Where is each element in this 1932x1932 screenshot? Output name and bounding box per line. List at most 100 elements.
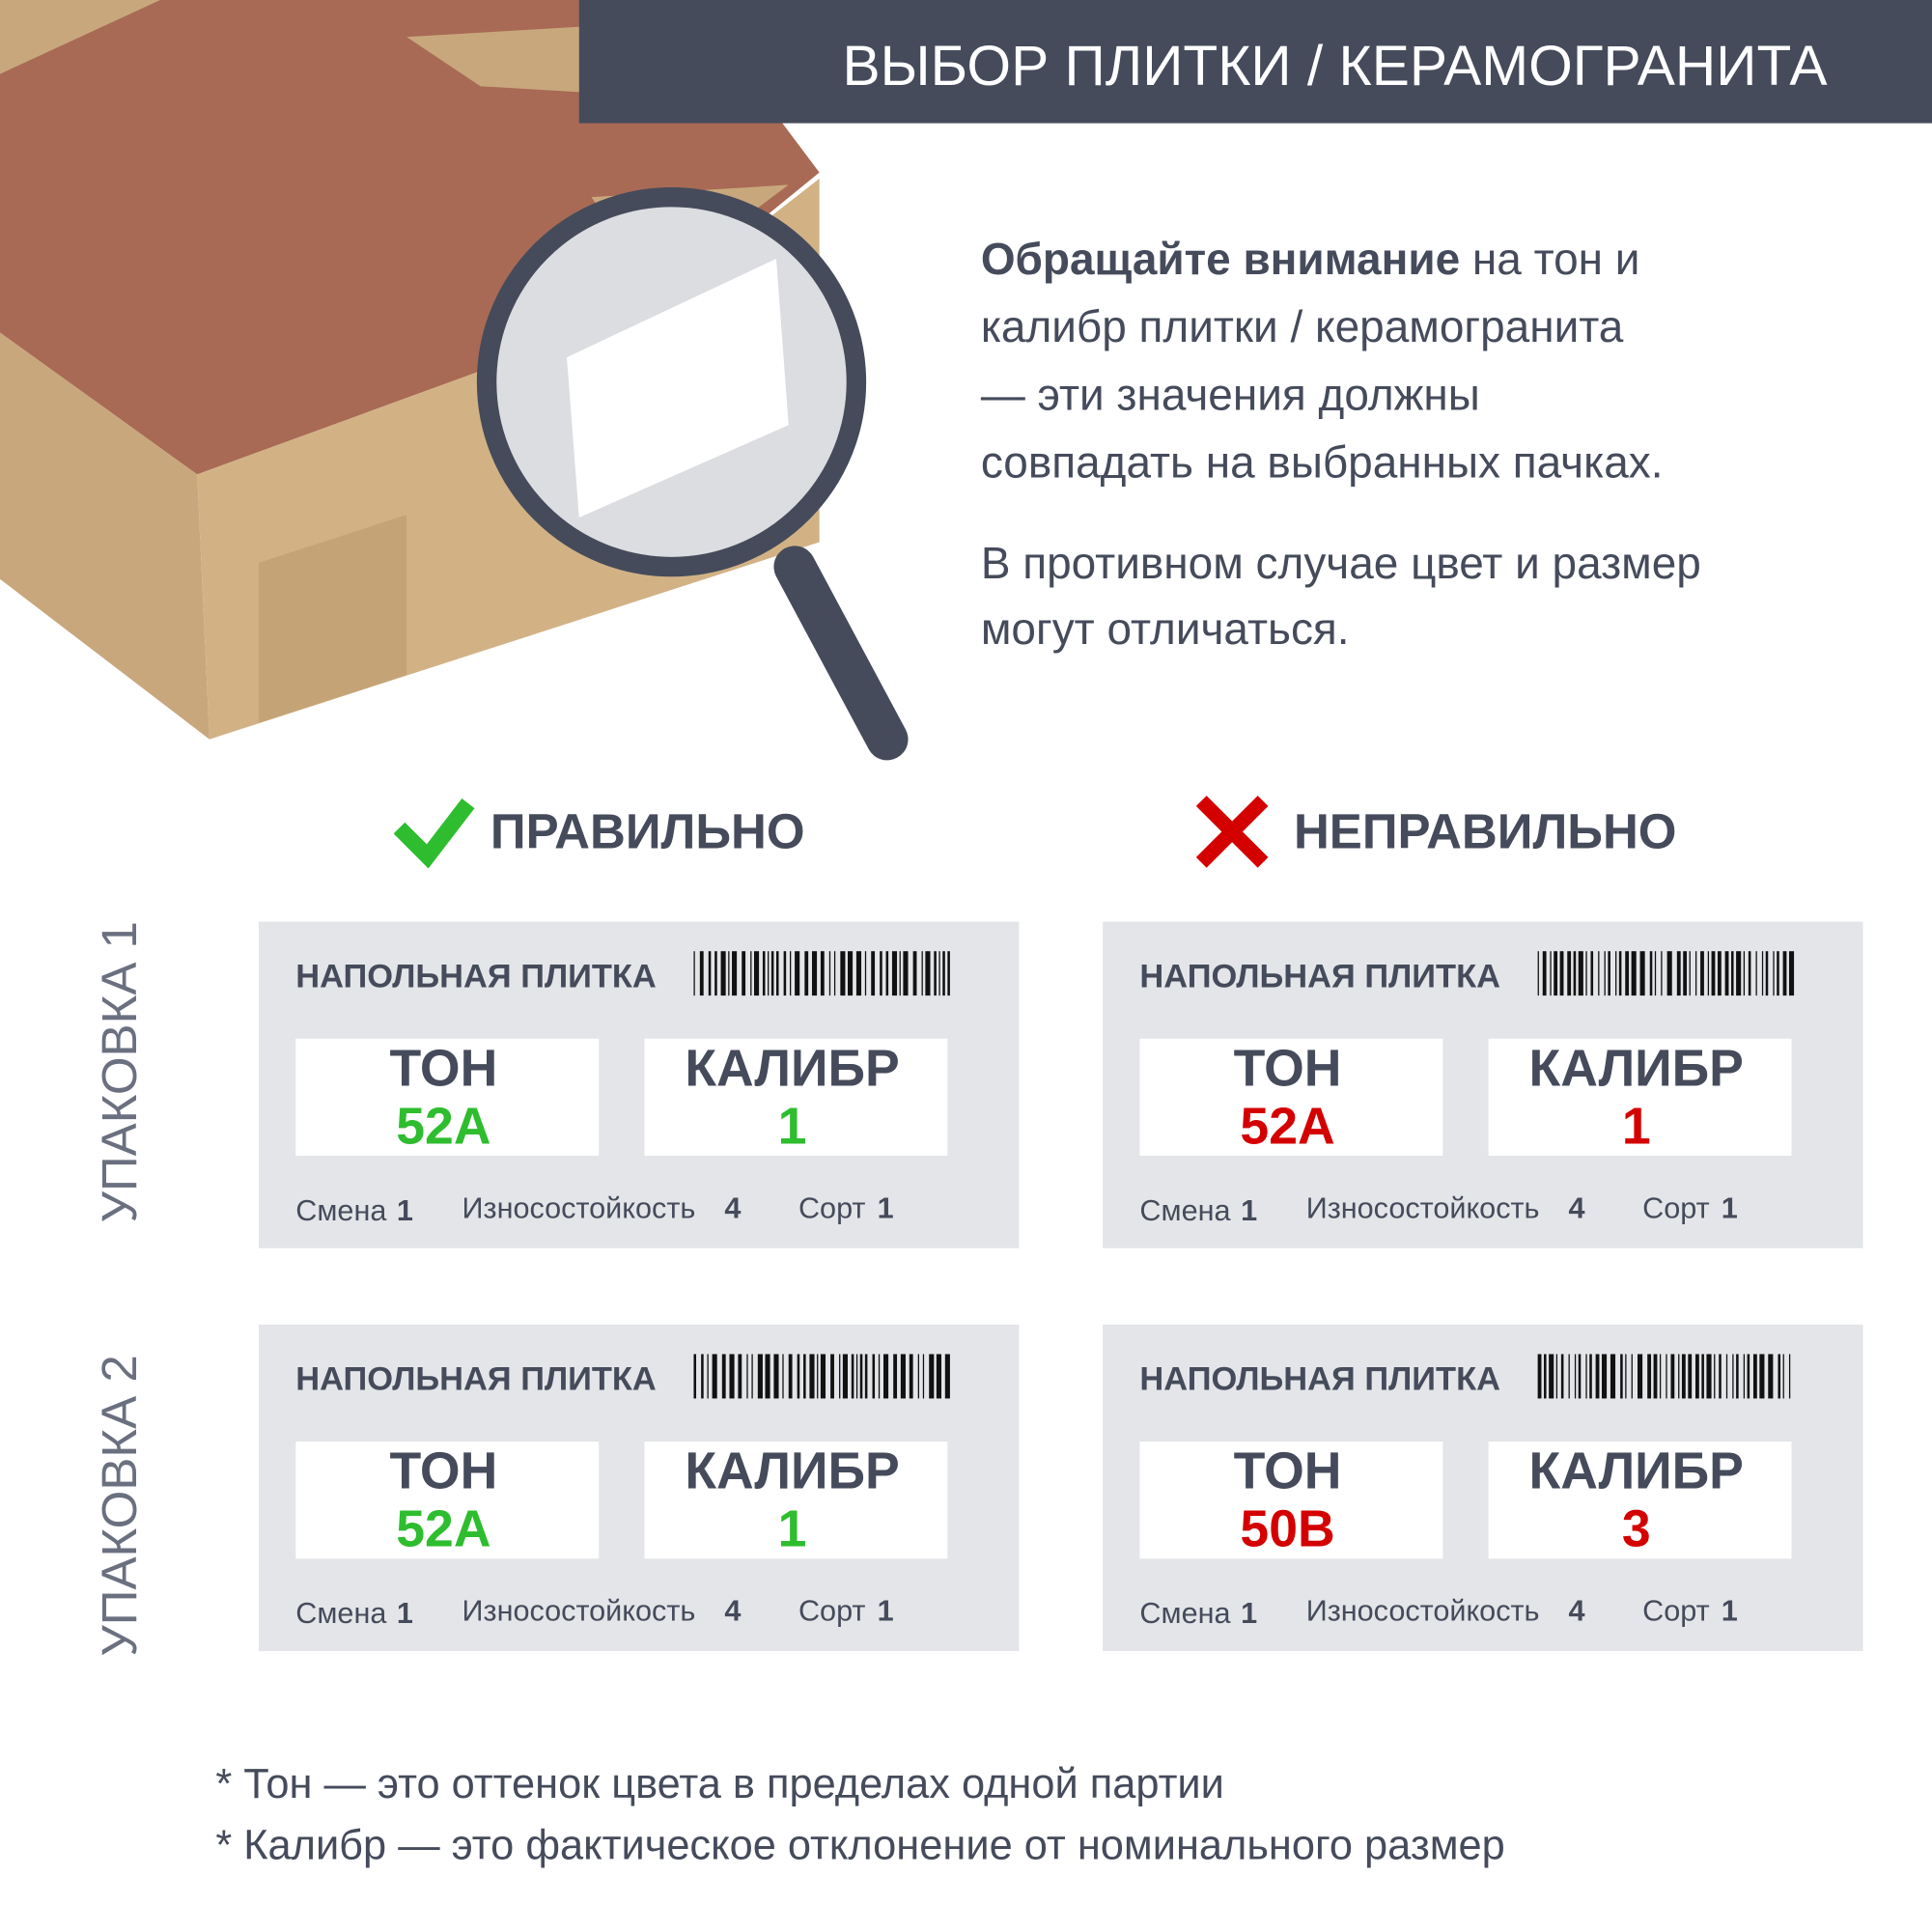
barcode-bar: [1676, 951, 1681, 996]
caliber-box: [644, 1442, 948, 1559]
barcode-bar: [1752, 1354, 1757, 1399]
tone-value: 52A: [396, 1500, 490, 1558]
barcode-bar: [1777, 951, 1779, 996]
barcode-bar: [1647, 1354, 1652, 1399]
tone-box: [1139, 1038, 1443, 1157]
barcode-bar: [1730, 951, 1734, 996]
shift-label: Смена: [1139, 1597, 1231, 1630]
barcode-bar: [1782, 951, 1787, 996]
barcode-bar: [872, 1354, 876, 1399]
caliber-label: КАЛИБР: [685, 1039, 899, 1097]
barcode-bar: [1544, 1354, 1547, 1399]
barcode-bar: [936, 1354, 941, 1399]
barcode-bar: [1788, 1354, 1791, 1399]
row-label: УПАКОВКА 1: [92, 921, 147, 1222]
tone-box: [295, 1038, 600, 1157]
barcode-bar: [720, 951, 726, 996]
shift-value: 1: [397, 1597, 413, 1630]
barcode-bar: [947, 951, 950, 996]
barcode-bar: [1585, 951, 1587, 996]
intro-text: на тон и: [1472, 234, 1640, 284]
barcode-bar: [912, 951, 917, 996]
footnote: * Тон — это оттенок цвета в пределах одн…: [215, 1761, 1224, 1807]
barcode-bar: [712, 1354, 717, 1399]
barcode-bar: [693, 1354, 697, 1399]
barcode-bar: [721, 1354, 726, 1399]
barcode-bar: [762, 951, 766, 996]
grade-label: Сорт: [1642, 1191, 1709, 1224]
barcode-bar: [1559, 951, 1564, 996]
barcode-bar: [1701, 1354, 1704, 1399]
barcode-bar: [1608, 951, 1610, 996]
grade-value: 1: [878, 1191, 894, 1224]
barcode-bar: [1736, 951, 1742, 996]
barcode-bar: [1717, 951, 1722, 996]
barcode-bar: [693, 951, 695, 996]
barcode-bar: [833, 951, 836, 996]
barcode-bar: [1555, 1354, 1558, 1399]
barcode-bar: [1782, 1354, 1784, 1399]
column-heading: ПРАВИЛЬНО: [490, 804, 805, 859]
barcode-bar: [925, 951, 931, 996]
barcode-bar: [1618, 951, 1622, 996]
barcode-bar: [917, 1354, 920, 1399]
barcode-bar: [1743, 1354, 1746, 1399]
barcode-bar: [1659, 1354, 1662, 1399]
caliber-label: КАЛИБР: [685, 1442, 899, 1500]
barcode-bar: [732, 951, 738, 996]
barcode-bar: [885, 951, 889, 996]
barcode-bar: [1747, 1354, 1750, 1399]
barcode-bar: [699, 951, 704, 996]
barcode-bar: [1706, 1354, 1712, 1399]
caliber-value: 1: [1622, 1097, 1651, 1155]
barcode-bar: [1755, 951, 1757, 996]
barcode-bar: [1689, 951, 1691, 996]
barcode-bar: [944, 1354, 950, 1399]
caliber-label: КАЛИБР: [1529, 1442, 1744, 1500]
barcode-bar: [828, 951, 831, 996]
tone-label: ТОН: [390, 1039, 498, 1097]
caliber-value: 1: [778, 1500, 807, 1558]
barcode-bar: [820, 951, 825, 996]
barcode-bar: [1724, 951, 1729, 996]
barcode-bar: [1681, 1354, 1686, 1399]
barcode-bar: [817, 1354, 819, 1399]
barcode-bar: [714, 951, 717, 996]
barcode-bar: [782, 1354, 784, 1399]
caliber-box: [644, 1038, 948, 1157]
barcode-bar: [1773, 951, 1775, 996]
shift-value: 1: [1241, 1597, 1257, 1630]
tone-value: 52A: [1240, 1097, 1334, 1155]
barcode-bar: [1578, 1354, 1582, 1399]
barcode-bar: [1578, 951, 1583, 996]
barcode-bar: [797, 1354, 800, 1399]
barcode-bar: [1620, 1354, 1623, 1399]
barcode-bar: [1743, 951, 1746, 996]
caliber-box: [1488, 1442, 1792, 1559]
wear-label: Износостойкость: [462, 1595, 696, 1628]
barcode-bar: [847, 951, 854, 996]
barcode-bar: [1567, 951, 1572, 996]
barcode-bar: [1537, 1354, 1542, 1399]
wear-value: 4: [724, 1595, 741, 1628]
header-bar: [578, 0, 1932, 124]
barcode-bar: [909, 1354, 913, 1399]
barcode-bar: [820, 1354, 826, 1399]
barcode-bar: [738, 1354, 742, 1399]
barcode-bar: [804, 951, 809, 996]
barcode-bar: [880, 951, 882, 996]
tone-label: ТОН: [1234, 1039, 1342, 1097]
barcode-bar: [1670, 1354, 1675, 1399]
grade-label: Сорт: [798, 1595, 866, 1628]
barcode-bar: [1653, 1354, 1658, 1399]
grade-value: 1: [1722, 1595, 1738, 1628]
barcode-bar: [1631, 1354, 1633, 1399]
intro-line: калибр плитки / керамогранита: [981, 301, 1624, 351]
wear-label: Износостойкость: [1306, 1191, 1540, 1224]
barcode-bar: [1585, 1354, 1587, 1399]
barcode-bar: [1625, 951, 1630, 996]
barcode-bar: [795, 951, 800, 996]
barcode-bar: [1574, 1354, 1577, 1399]
